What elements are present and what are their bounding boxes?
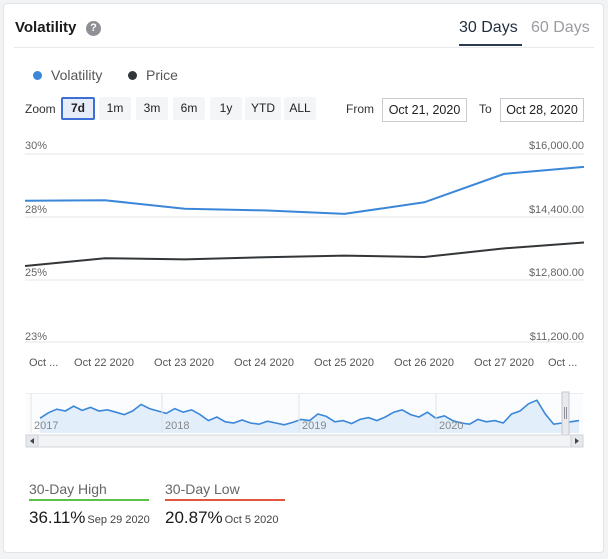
y-left-tick-label: 25% — [25, 267, 47, 279]
zoom-button-all[interactable]: ALL — [284, 97, 316, 120]
zoom-button-3m[interactable]: 3m — [136, 97, 168, 120]
to-date-input[interactable]: Oct 28, 2020 — [500, 98, 584, 122]
y-right-tick-label: $11,200.00 — [530, 331, 584, 343]
legend-label-volatility: Volatility — [51, 67, 103, 83]
price-legend-dot-icon — [128, 70, 137, 80]
high-value: 36.11% — [29, 508, 86, 527]
low-value-row: 20.87% Oct 5 2020 — [165, 508, 279, 528]
low-underline — [165, 499, 285, 501]
zoom-button-ytd[interactable]: YTD — [245, 97, 281, 120]
from-date-input[interactable]: Oct 21, 2020 — [382, 98, 467, 122]
y-right-tick-label: $12,800.00 — [529, 267, 584, 279]
zoom-label: Zoom — [25, 102, 56, 116]
navigator-year-label: 2018 — [165, 420, 189, 432]
header-divider — [14, 47, 594, 48]
navigator-year-label: 2020 — [439, 420, 463, 432]
tab-60-days[interactable]: 60 Days — [531, 19, 590, 36]
legend-item-volatility[interactable]: Volatility — [33, 67, 102, 83]
tab-30-days[interactable]: 30 Days — [459, 19, 518, 36]
navigator-scrollbar-track — [25, 434, 584, 448]
y-right-tick-label: $14,400.00 — [529, 204, 584, 216]
navigator-right-handle — [561, 391, 570, 436]
low-value: 20.87% — [165, 508, 223, 527]
x-tick-label: Oct 23 2020 — [154, 357, 214, 369]
chevron-right-icon — [575, 438, 579, 444]
legend-label-price: Price — [146, 67, 178, 83]
chevron-left-icon — [30, 438, 34, 444]
y-right-tick-label: $16,000.00 — [529, 140, 584, 152]
low-date: Oct 5 2020 — [224, 514, 279, 526]
navigator-line — [39, 399, 580, 426]
navigator-year-label: 2017 — [34, 420, 58, 432]
y-left-tick-label: 23% — [25, 331, 47, 343]
zoom-button-6m[interactable]: 6m — [173, 97, 205, 120]
navigator-area — [40, 400, 579, 433]
low-label: 30-Day Low — [165, 481, 240, 497]
x-tick-label: Oct 27 2020 — [474, 357, 534, 369]
from-label: From — [346, 102, 374, 116]
navigator-year-label: 2019 — [302, 420, 326, 432]
x-tick-label: Oct ... — [29, 357, 58, 369]
series-line-volatility — [24, 165, 585, 215]
y-left-tick-label: 28% — [25, 204, 47, 216]
legend-item-price[interactable]: Price — [128, 67, 178, 83]
zoom-button-7d[interactable]: 7d — [61, 97, 95, 120]
to-label: To — [479, 102, 492, 116]
x-tick-label: Oct ... — [548, 357, 577, 369]
zoom-button-1m[interactable]: 1m — [99, 97, 131, 120]
card-title: Volatility — [15, 19, 77, 36]
x-tick-label: Oct 25 2020 — [314, 357, 374, 369]
zoom-button-1y[interactable]: 1y — [210, 97, 242, 120]
x-tick-label: Oct 24 2020 — [234, 357, 294, 369]
y-left-tick-label: 30% — [25, 140, 47, 152]
volatility-price-chart[interactable]: 30% 28% 25% 23% $16,000.00 $14,400.00 $12,800.… — [4, 129, 605, 459]
active-tab-indicator — [459, 44, 522, 46]
series-line-price — [24, 241, 585, 267]
high-label: 30-Day High — [29, 481, 107, 497]
question-circle-icon[interactable]: ? — [86, 21, 101, 36]
volatility-card: Volatility ? 30 Days 60 Days Volatility … — [3, 3, 604, 553]
high-underline — [29, 499, 149, 501]
volatility-legend-dot-icon — [33, 70, 42, 80]
x-tick-label: Oct 22 2020 — [74, 357, 134, 369]
high-date: Sep 29 2020 — [87, 514, 150, 526]
high-value-row: 36.11% Sep 29 2020 — [29, 508, 150, 528]
x-tick-label: Oct 26 2020 — [394, 357, 454, 369]
